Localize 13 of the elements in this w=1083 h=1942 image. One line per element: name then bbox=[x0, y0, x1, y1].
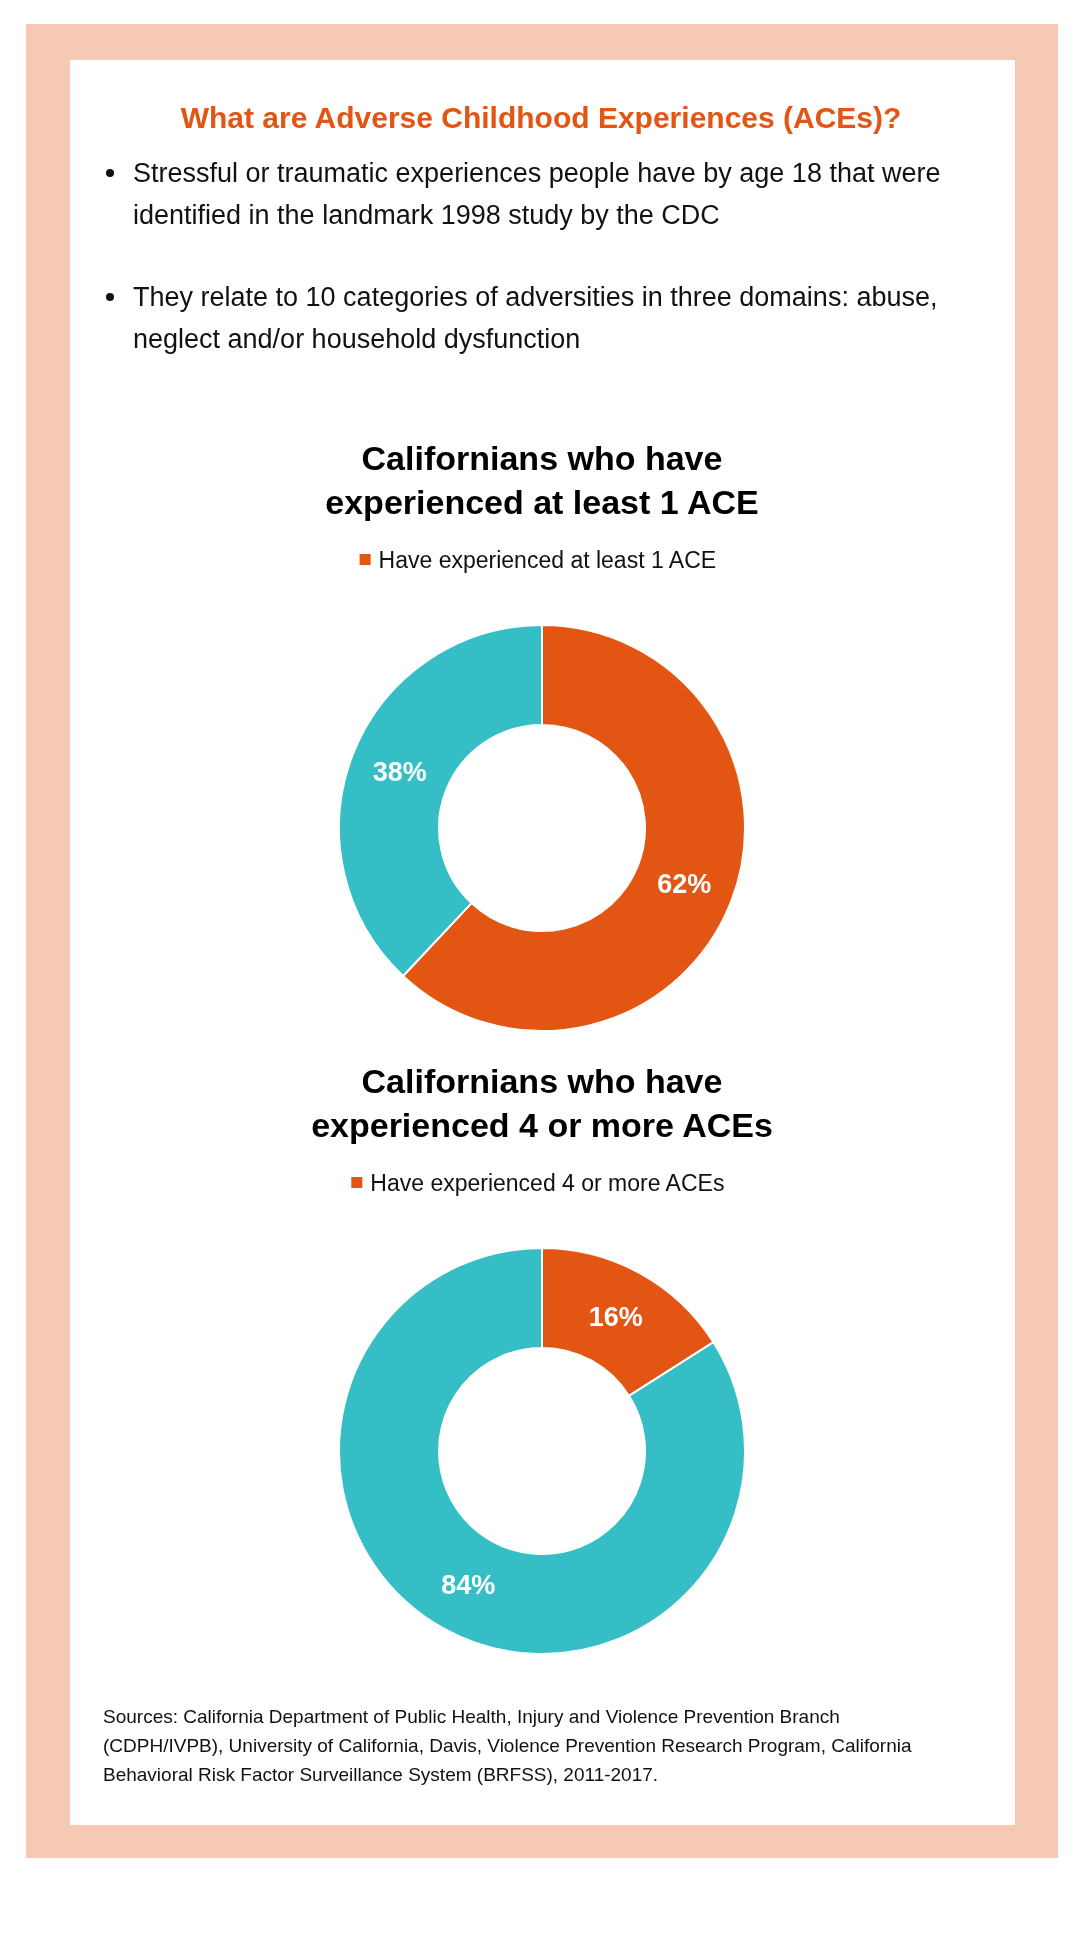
data-label: 84% bbox=[441, 1570, 496, 1601]
donut-slice bbox=[338, 1247, 746, 1655]
source-note: Sources: California Department of Public Health, Injury and Violence Prevention Branch (CDPH/IVPB), University of California, Davis, Violence Prevention Research Program, California Behavioral Risk Factor Surveillance System (BRFSS), 2011-2017. bbox=[103, 1706, 912, 1785]
data-label: 16% bbox=[588, 1301, 643, 1332]
data-label: 38% bbox=[372, 756, 427, 787]
data-label: 62% bbox=[657, 869, 712, 900]
chart-title: Californians who have experienced at least 1 ACE bbox=[325, 439, 759, 521]
legend-label: Have experienced 4 or more ACEs bbox=[370, 1170, 725, 1196]
text: What are Adverse Childhood Experiences (ACEs)? bbox=[180, 101, 902, 134]
chart-title: Californians who have experienced 4 or more ACEs bbox=[311, 1062, 773, 1144]
legend-label: Have experienced at least 1 ACE bbox=[378, 547, 717, 573]
text: They relate to 10 categories of adversities in three domains: abuse, neglect and/or household dysfunction bbox=[133, 282, 938, 354]
text: Stressful or traumatic experiences people have by age 18 that were identified in the landmark 1998 study by the CDC bbox=[133, 158, 941, 230]
